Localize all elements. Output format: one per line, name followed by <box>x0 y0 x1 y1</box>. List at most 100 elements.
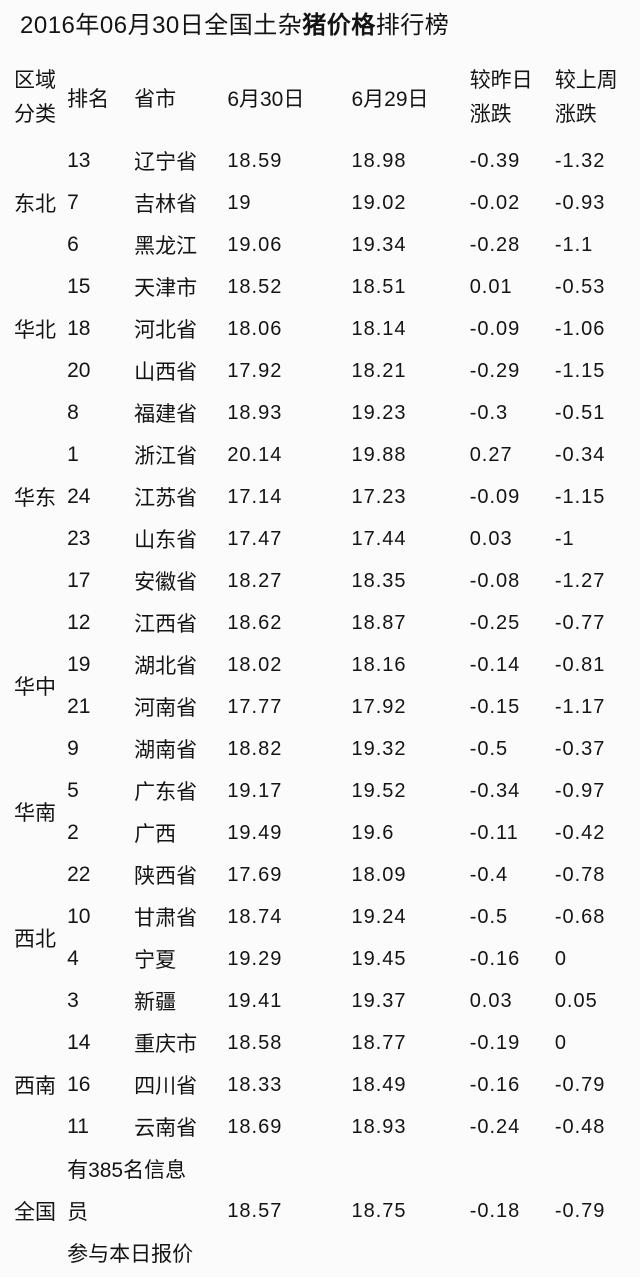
price-yesterday-cell: 18.93 <box>351 1115 407 1138</box>
rank-cell: 9 <box>67 737 79 760</box>
empty-cell <box>14 1148 67 1190</box>
day-change-cell: 0.01 <box>469 275 513 298</box>
province-cell: 广西 <box>134 823 177 846</box>
week-change-cell: -0.34 <box>554 443 606 466</box>
price-today-cell: 18.93 <box>227 401 283 424</box>
week-change-cell: -0.68 <box>554 905 606 928</box>
page-title-emphasis: 猪价格 <box>302 12 376 39</box>
week-change-cell: -0.48 <box>554 1115 606 1138</box>
price-yesterday-cell: 19.37 <box>351 989 407 1012</box>
price-yesterday-cell: 19.88 <box>351 443 407 466</box>
day-change-cell: -0.25 <box>469 611 521 634</box>
week-change-cell: 0 <box>554 1031 567 1054</box>
price-yesterday-cell: 19.23 <box>351 401 407 424</box>
price-today-cell: 18.69 <box>227 1115 283 1138</box>
day-change-cell: -0.16 <box>469 947 521 970</box>
week-change-cell: -1.15 <box>554 359 606 382</box>
province-cell: 福建省 <box>134 403 198 426</box>
price-yesterday-cell: 18.09 <box>351 863 407 886</box>
price-yesterday-cell: 18.87 <box>351 611 407 634</box>
table-row: 17 安徽省 18.27 18.35 -0.08 -1.27 <box>14 560 640 602</box>
price-yesterday-cell: 19.24 <box>351 905 407 928</box>
province-cell: 湖南省 <box>134 739 198 762</box>
region-label: 东北 <box>14 193 56 216</box>
price-yesterday-cell: 18.98 <box>351 149 407 172</box>
price-yesterday-cell: 18.14 <box>351 317 407 340</box>
week-change-cell: -0.51 <box>554 401 606 424</box>
header-week-change: 较上周涨跌 <box>555 56 640 140</box>
page-title: 2016年06月30日全国土杂猪价格排行榜 <box>20 10 640 42</box>
table-row: 16 四川省 18.33 18.49 -0.16 -0.79 <box>14 1064 640 1106</box>
table-row: 24 江苏省 17.14 17.23 -0.09 -1.15 <box>14 476 640 518</box>
day-change-cell: -0.16 <box>469 1073 521 1096</box>
price-today-cell: 18.59 <box>227 149 283 172</box>
empty-cell <box>227 1148 351 1190</box>
price-table: 区域分类 排名 省市 6月30日 6月29日 较昨日涨跌 较上周涨跌 东北 13 辽… <box>14 56 640 1274</box>
day-change-cell: -0.09 <box>469 485 521 508</box>
rank-cell: 15 <box>67 275 91 298</box>
table-row: 6 黑龙江 19.06 19.34 -0.28 -1.1 <box>14 224 640 266</box>
rank-cell: 14 <box>67 1031 91 1054</box>
price-today-cell: 19 <box>227 191 252 214</box>
empty-cell <box>227 1232 351 1274</box>
day-change-cell: -0.18 <box>469 1199 521 1222</box>
province-cell: 新疆 <box>134 991 177 1014</box>
rank-cell: 1 <box>67 443 79 466</box>
province-cell: 浙江省 <box>134 445 198 468</box>
table-row: 3 新疆 19.41 19.37 0.03 0.05 <box>14 980 640 1022</box>
price-yesterday-cell: 19.32 <box>351 737 407 760</box>
price-today-cell: 17.77 <box>227 695 283 718</box>
table-row: 21 河南省 17.77 17.92 -0.15 -1.17 <box>14 686 640 728</box>
national-note-line: 员 <box>67 1201 89 1224</box>
national-note-line: 参与本日报价 <box>67 1243 194 1266</box>
week-change-cell: -0.79 <box>554 1073 606 1096</box>
empty-cell <box>555 1232 640 1274</box>
price-yesterday-cell: 18.77 <box>351 1031 407 1054</box>
price-today-cell: 18.06 <box>227 317 283 340</box>
day-change-cell: -0.3 <box>469 401 509 424</box>
day-change-cell: 0.03 <box>469 527 513 550</box>
header-region: 区域分类 <box>14 56 67 140</box>
region-label: 华南 <box>14 802 56 825</box>
week-change-cell: 0.05 <box>554 989 598 1012</box>
price-today-cell: 19.49 <box>227 821 283 844</box>
rank-cell: 21 <box>67 695 91 718</box>
table-row: 18 河北省 18.06 18.14 -0.09 -1.06 <box>14 308 640 350</box>
province-cell: 天津市 <box>134 277 198 300</box>
price-today-cell: 18.58 <box>227 1031 283 1054</box>
province-cell: 宁夏 <box>134 949 177 972</box>
price-yesterday-cell: 18.21 <box>351 359 407 382</box>
province-cell: 云南省 <box>134 1117 198 1140</box>
table-row: 20 山西省 17.92 18.21 -0.29 -1.15 <box>14 350 640 392</box>
day-change-cell: -0.11 <box>469 821 519 844</box>
region-label: 全国 <box>14 1201 56 1224</box>
province-cell: 河南省 <box>134 697 198 720</box>
table-row: 1 浙江省 20.14 19.88 0.27 -0.34 <box>14 434 640 476</box>
day-change-cell: -0.28 <box>469 233 521 256</box>
week-change-cell: -0.77 <box>554 611 606 634</box>
week-change-cell: -1.06 <box>554 317 606 340</box>
rank-cell: 24 <box>67 485 91 508</box>
week-change-cell: -0.79 <box>554 1199 606 1222</box>
header-day-change-label: 较昨日涨跌 <box>469 69 533 126</box>
province-cell: 江西省 <box>134 613 198 636</box>
empty-cell <box>14 1232 67 1274</box>
header-province: 省市 <box>134 88 177 111</box>
price-yesterday-cell: 17.44 <box>351 527 407 550</box>
price-today-cell: 18.74 <box>227 905 283 928</box>
rank-cell: 17 <box>67 569 91 592</box>
price-yesterday-cell: 18.49 <box>351 1073 407 1096</box>
price-today-cell: 19.41 <box>227 989 283 1012</box>
region-label: 华中 <box>14 676 56 699</box>
empty-cell <box>470 1232 555 1274</box>
header-today: 6月30日 <box>227 88 305 111</box>
price-today-cell: 18.57 <box>227 1199 283 1222</box>
province-cell: 四川省 <box>134 1075 198 1098</box>
week-change-cell: -1.32 <box>554 149 606 172</box>
price-today-cell: 19.06 <box>227 233 283 256</box>
price-today-cell: 19.17 <box>227 779 283 802</box>
table-row: 华中 12 江西省 18.62 18.87 -0.25 -0.77 <box>14 602 640 699</box>
region-label: 华东 <box>14 487 56 510</box>
rank-cell: 13 <box>67 149 91 172</box>
